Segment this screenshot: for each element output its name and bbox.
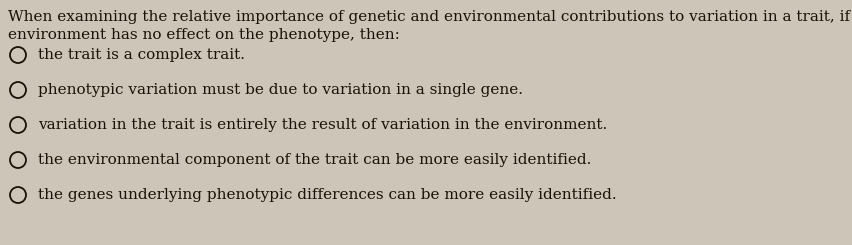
- Text: the environmental component of the trait can be more easily identified.: the environmental component of the trait…: [38, 153, 590, 167]
- Text: the trait is a complex trait.: the trait is a complex trait.: [38, 48, 245, 62]
- Text: the genes underlying phenotypic differences can be more easily identified.: the genes underlying phenotypic differen…: [38, 188, 616, 202]
- Text: When examining the relative importance of genetic and environmental contribution: When examining the relative importance o…: [8, 10, 852, 24]
- Text: environment has no effect on the phenotype, then:: environment has no effect on the phenoty…: [8, 28, 400, 42]
- Text: phenotypic variation must be due to variation in a single gene.: phenotypic variation must be due to vari…: [38, 83, 522, 97]
- Text: variation in the trait is entirely the result of variation in the environment.: variation in the trait is entirely the r…: [38, 118, 607, 132]
